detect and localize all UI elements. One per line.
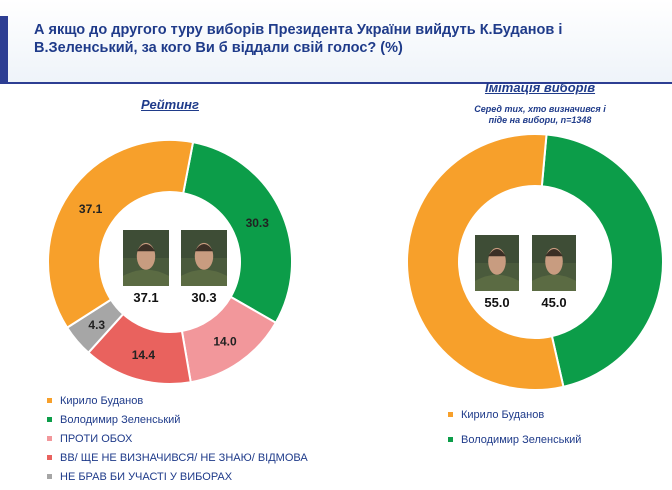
chart-2-zelensky-photo xyxy=(532,235,576,291)
chart-2-donut: 55.0 45.0 xyxy=(406,133,664,391)
chart-2-title: Імітація виборів xyxy=(484,80,596,95)
chart-1-legend-item-0: Кирило Буданов xyxy=(47,394,308,407)
chart-1-slice-label-0: 30.3 xyxy=(246,216,270,230)
chart-1-title: Рейтинг xyxy=(141,97,199,112)
chart-2-slice-1 xyxy=(406,133,565,391)
chart-2-legend-item-0: Кирило Буданов xyxy=(448,408,581,421)
chart-1-center-label-1: 30.3 xyxy=(191,290,216,305)
chart-1-legend: Кирило Буданов Володимир Зеленський ПРОТИ … xyxy=(47,395,308,490)
chart-1-slice-label-2: 14.4 xyxy=(132,348,156,362)
header-accent-bar xyxy=(0,16,8,82)
legend-swatch xyxy=(47,455,52,460)
chart-1-slice-0 xyxy=(182,141,293,325)
chart-1-legend-item-2: ПРОТИ ОБОХ xyxy=(47,432,308,445)
legend-swatch xyxy=(47,474,52,479)
chart-2-budanov-photo xyxy=(475,235,519,291)
chart-2-legend-item-1: Володимир Зеленський xyxy=(448,433,582,446)
legend-label: Кирило Буданов xyxy=(461,408,545,421)
legend-swatch xyxy=(47,436,52,441)
legend-swatch xyxy=(47,398,52,403)
chart-1-slice-label-1: 14.0 xyxy=(213,335,237,349)
chart-1-slice-label-4: 37.1 xyxy=(79,202,103,216)
legend-swatch xyxy=(448,412,453,417)
chart-2-center-label-0: 55.0 xyxy=(484,295,509,310)
chart-1-legend-item-3: ВВ/ ЩЕ НЕ ВИЗНАЧИВСЯ/ НЕ ЗНАЮ/ ВІДМОВА xyxy=(47,451,308,464)
legend-label: НЕ БРАВ БИ УЧАСТІ У ВИБОРАХ xyxy=(60,470,233,483)
chart-2-slice-0 xyxy=(540,133,664,388)
legend-label: Кирило Буданов xyxy=(60,394,144,407)
chart-1-donut: 30.3 14.0 14.4 4.3 37.1 37.1 30.3 xyxy=(47,139,293,385)
chart-1-zelensky-photo xyxy=(181,230,227,286)
chart-1-slice-label-3: 4.3 xyxy=(88,318,105,332)
page-title: А якщо до другого туру виборів Президент… xyxy=(34,22,563,56)
legend-swatch xyxy=(448,437,453,442)
chart-2-legend: Кирило Буданов Володимир Зеленський xyxy=(448,409,581,459)
legend-label: ВВ/ ЩЕ НЕ ВИЗНАЧИВСЯ/ НЕ ЗНАЮ/ ВІДМОВА xyxy=(60,451,308,464)
chart-2-center-label-1: 45.0 xyxy=(541,295,566,310)
legend-label: Володимир Зеленський xyxy=(461,433,582,446)
legend-swatch xyxy=(47,417,52,422)
legend-label: ПРОТИ ОБОХ xyxy=(60,432,133,445)
chart-1-budanov-photo xyxy=(123,230,169,286)
chart-1-slice-4 xyxy=(47,139,195,330)
header-divider xyxy=(0,82,672,84)
chart-2-subtitle: Серед тих, хто визначився і піде на вибо… xyxy=(474,104,606,125)
legend-label: Володимир Зеленський xyxy=(60,413,181,426)
chart-1-legend-item-1: Володимир Зеленський xyxy=(47,413,308,426)
chart-1-legend-item-4: НЕ БРАВ БИ УЧАСТІ У ВИБОРАХ xyxy=(47,470,308,483)
header: А якщо до другого туру виборів Президент… xyxy=(0,0,672,84)
chart-1-center-label-0: 37.1 xyxy=(133,290,158,305)
